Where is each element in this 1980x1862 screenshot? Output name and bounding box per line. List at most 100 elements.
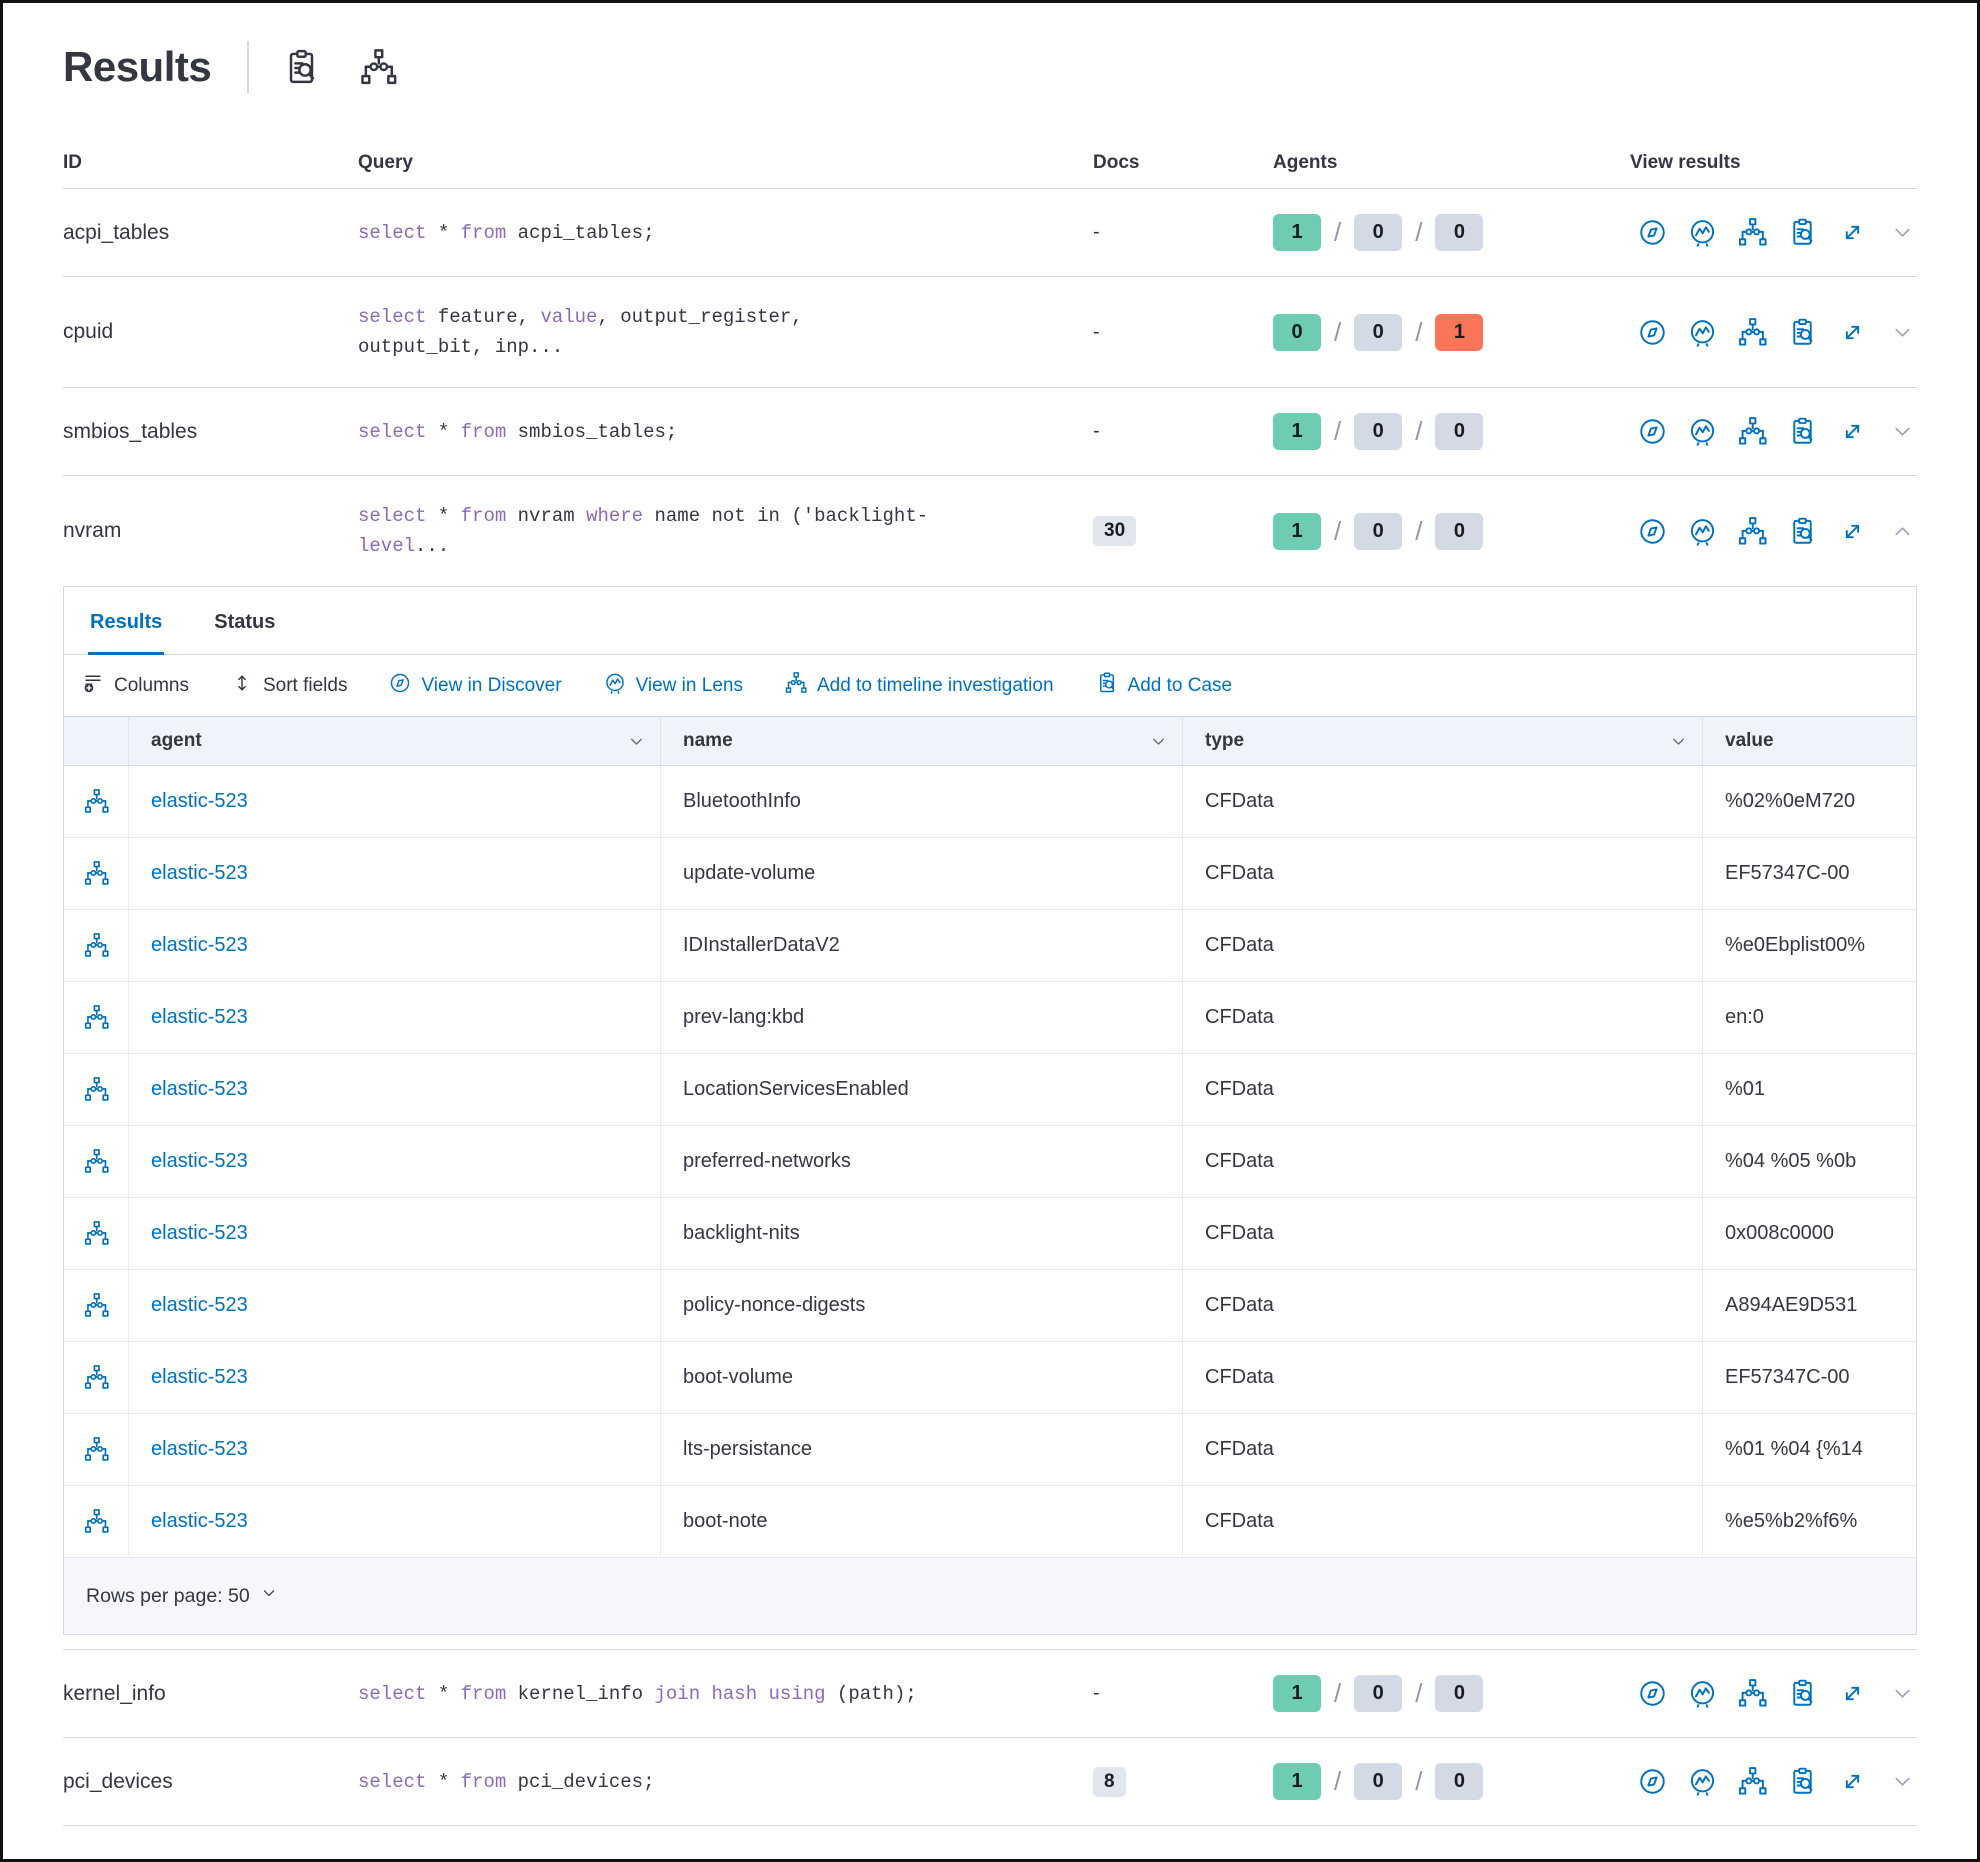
tab-results[interactable]: Results [88, 611, 165, 655]
add-to-timeline-button[interactable] [1738, 1679, 1767, 1708]
chevron-down-icon[interactable] [1890, 220, 1915, 245]
expand-results-button[interactable] [1838, 218, 1867, 247]
result-value: %e0Ebplist00% [1725, 934, 1866, 956]
add-to-timeline-icon[interactable] [84, 1077, 109, 1102]
expand-results-button[interactable] [1838, 1679, 1867, 1708]
result-row: elastic-523 lts-persistance CFData %01 %… [64, 1414, 1916, 1486]
result-type: CFData [1183, 1414, 1703, 1485]
chevron-down-icon[interactable] [1890, 1769, 1915, 1794]
timeline-icon [785, 671, 807, 700]
chevron-down-icon [260, 1584, 278, 1608]
expand-results-button[interactable] [1838, 1767, 1867, 1796]
add-to-timeline-button[interactable] [1738, 1767, 1767, 1796]
query-id: nvram [63, 519, 122, 542]
col-query: Query [358, 151, 413, 173]
result-value: EF57347C-00 [1725, 1366, 1850, 1388]
expand-results-button[interactable] [1838, 417, 1867, 446]
add-to-case-button[interactable] [1788, 218, 1817, 247]
add-to-timeline-icon[interactable] [84, 1149, 109, 1174]
result-name: prev-lang:kbd [661, 982, 1183, 1053]
chevron-up-icon[interactable] [1890, 519, 1915, 544]
view-in-lens-button[interactable] [1688, 218, 1717, 247]
add-to-timeline-button[interactable] [1738, 516, 1767, 546]
view-in-lens-button[interactable] [1688, 1679, 1717, 1708]
agent-link[interactable]: elastic-523 [151, 1438, 248, 1460]
view-in-discover-button[interactable] [1638, 1767, 1667, 1796]
columns-button[interactable]: Columns [82, 672, 189, 700]
agent-link[interactable]: elastic-523 [151, 1366, 248, 1388]
query-id: smbios_tables [63, 419, 198, 443]
result-name: backlight-nits [661, 1198, 1183, 1269]
agent-link[interactable]: elastic-523 [151, 790, 248, 812]
add-to-case-button[interactable] [1788, 1679, 1817, 1708]
result-value: EF57347C-00 [1725, 862, 1850, 884]
view-in-discover-button[interactable] [1638, 417, 1667, 446]
chevron-down-icon[interactable] [1890, 1681, 1915, 1706]
add-to-case-button[interactable] [1788, 417, 1817, 446]
view-in-discover-button[interactable] [1638, 318, 1667, 347]
timeline-icon[interactable] [360, 48, 397, 86]
add-to-timeline-icon[interactable] [84, 1293, 109, 1318]
agent-link[interactable]: elastic-523 [151, 1510, 248, 1532]
view-in-discover-button[interactable] [1638, 517, 1667, 546]
add-to-timeline-button[interactable] [1738, 317, 1767, 347]
view-in-lens-button[interactable]: View in Lens [604, 672, 743, 700]
tab-status[interactable]: Status [212, 611, 277, 655]
query-sql: select * from acpi_tables; [358, 221, 655, 244]
expand-results-button[interactable] [1838, 517, 1867, 546]
add-to-case-button[interactable] [1788, 517, 1817, 546]
results-tabs: Results Status [64, 587, 1916, 655]
queries-table-header: ID Query Docs Agents View results [63, 137, 1917, 189]
lens-icon [604, 672, 626, 700]
sort-fields-button[interactable]: Sort fields [231, 672, 347, 700]
view-in-lens-button[interactable] [1688, 1767, 1717, 1796]
agent-link[interactable]: elastic-523 [151, 1294, 248, 1316]
add-to-case-button[interactable]: Add to Case [1096, 672, 1232, 700]
column-menu-chevron[interactable] [1669, 732, 1688, 751]
agents-failed-badge: 1 [1435, 313, 1484, 351]
result-value: %01 %04 {%14 [1725, 1438, 1863, 1460]
add-to-timeline-button[interactable] [1738, 417, 1767, 446]
agents-status: 1/0/0 [1273, 1763, 1630, 1800]
agents-success-badge: 1 [1273, 1675, 1321, 1712]
view-in-lens-button[interactable] [1688, 517, 1717, 546]
view-in-discover-button[interactable] [1638, 1679, 1667, 1708]
expand-results-button[interactable] [1838, 318, 1867, 347]
add-to-timeline-icon[interactable] [84, 1005, 109, 1030]
agent-link[interactable]: elastic-523 [151, 934, 248, 956]
add-to-case-button[interactable] [1788, 318, 1817, 347]
agent-link[interactable]: elastic-523 [151, 1078, 248, 1100]
docs-count: - [1093, 320, 1100, 343]
view-results-actions [1630, 1679, 1917, 1708]
add-to-timeline-icon[interactable] [84, 1365, 109, 1390]
col-docs: Docs [1093, 151, 1140, 173]
add-to-timeline-icon[interactable] [84, 1221, 109, 1246]
add-to-timeline-button[interactable]: Add to timeline investigation [785, 671, 1054, 700]
view-in-lens-button[interactable] [1688, 417, 1717, 446]
query-id: acpi_tables [63, 220, 170, 244]
view-in-discover-button[interactable] [1638, 218, 1667, 247]
agents-failed-badge: 0 [1435, 1763, 1484, 1800]
inspect-icon[interactable] [283, 49, 320, 86]
rows-per-page-button[interactable]: Rows per page: 50 [86, 1584, 278, 1608]
add-to-timeline-icon[interactable] [84, 789, 109, 814]
add-to-timeline-icon[interactable] [84, 861, 109, 886]
agent-link[interactable]: elastic-523 [151, 1150, 248, 1172]
add-to-timeline-icon[interactable] [84, 1437, 109, 1462]
add-to-timeline-icon[interactable] [84, 1509, 109, 1534]
chevron-down-icon[interactable] [1890, 419, 1915, 444]
agents-success-badge: 1 [1273, 512, 1321, 550]
agent-link[interactable]: elastic-523 [151, 1006, 248, 1028]
view-in-discover-button[interactable]: View in Discover [389, 672, 562, 700]
agent-link[interactable]: elastic-523 [151, 862, 248, 884]
add-to-timeline-icon[interactable] [84, 933, 109, 958]
add-to-timeline-button[interactable] [1738, 218, 1767, 247]
add-to-case-button[interactable] [1788, 1767, 1817, 1796]
column-menu-chevron[interactable] [627, 732, 646, 751]
chevron-down-icon[interactable] [1890, 320, 1915, 345]
agents-status: 1/0/0 [1273, 214, 1630, 251]
view-in-lens-button[interactable] [1688, 318, 1717, 347]
agent-link[interactable]: elastic-523 [151, 1222, 248, 1244]
column-menu-chevron[interactable] [1149, 732, 1168, 751]
result-value: en:0 [1725, 1006, 1764, 1028]
